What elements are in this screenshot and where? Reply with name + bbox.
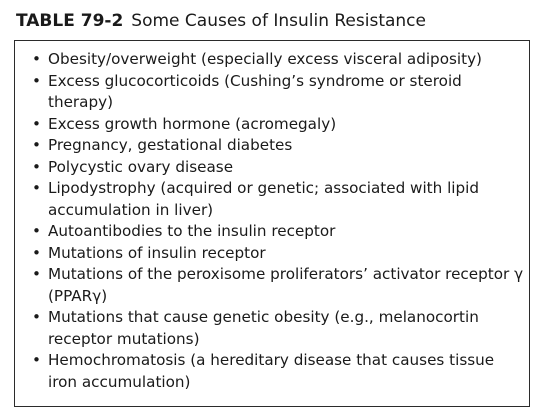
causes-list: • Obesity/overweight (especially excess v… <box>31 49 527 393</box>
list-item: • Excess growth hormone (acromegaly) <box>31 114 527 136</box>
list-item: • Pregnancy, gestational diabetes <box>31 135 527 157</box>
list-item-text: Mutations of insulin receptor <box>48 243 266 262</box>
bullet-icon: • <box>32 265 41 283</box>
list-item-text: Excess glucocorticoids (Cushing’s syndro… <box>48 71 462 112</box>
list-item-text: Lipodystrophy (acquired or genetic; asso… <box>48 179 480 219</box>
list-item-text: Autoantibodies to the insulin receptor <box>48 222 336 240</box>
list-item-text: Pregnancy, gestational diabetes <box>48 136 293 154</box>
list-item: • Excess glucocorticoids (Cushing’s syndr… <box>31 71 527 114</box>
list-item: • Obesity/overweight (especially excess v… <box>31 49 527 71</box>
list-item-text: Obesity/overweight (especially excess vi… <box>48 50 482 68</box>
list-item: • Autoantibodies to the insulin receptor <box>31 221 527 243</box>
bullet-icon: • <box>32 222 41 240</box>
bullet-icon: • <box>32 179 41 197</box>
bullet-icon: • <box>32 351 41 369</box>
bullet-icon: • <box>32 243 41 262</box>
bullet-icon: • <box>32 50 41 68</box>
bullet-icon: • <box>32 114 41 133</box>
table-caption: Some Causes of Insulin Resistance <box>131 11 426 31</box>
list-item-text: Mutations of the peroxisome proliferator… <box>48 265 524 305</box>
list-item-text: Excess growth hormone (acromegaly) <box>48 114 337 133</box>
list-item: • Mutations that cause genetic obesity (e… <box>31 307 527 350</box>
list-item-text: Polycystic ovary disease <box>48 157 234 176</box>
bullet-icon: • <box>32 308 41 326</box>
bullet-icon: • <box>32 71 41 90</box>
list-item: • Mutations of the peroxisome proliferato… <box>31 264 527 307</box>
table-box: • Obesity/overweight (especially excess v… <box>14 40 530 407</box>
bullet-icon: • <box>32 157 41 176</box>
bullet-icon: • <box>32 136 41 154</box>
list-item: • Polycystic ovary disease <box>31 157 527 179</box>
table-title: TABLE 79-2 Some Causes of Insulin Resista… <box>16 9 426 33</box>
table-number: TABLE 79-2 <box>16 11 124 31</box>
list-item: • Hemochromatosis (a hereditary disease t… <box>31 350 527 393</box>
list-item: • Lipodystrophy (acquired or genetic; ass… <box>31 178 527 221</box>
list-item: • Mutations of insulin receptor <box>31 243 527 265</box>
list-item-text: Mutations that cause genetic obesity (e.… <box>48 308 479 348</box>
list-item-text: Hemochromatosis (a hereditary disease th… <box>48 351 495 391</box>
